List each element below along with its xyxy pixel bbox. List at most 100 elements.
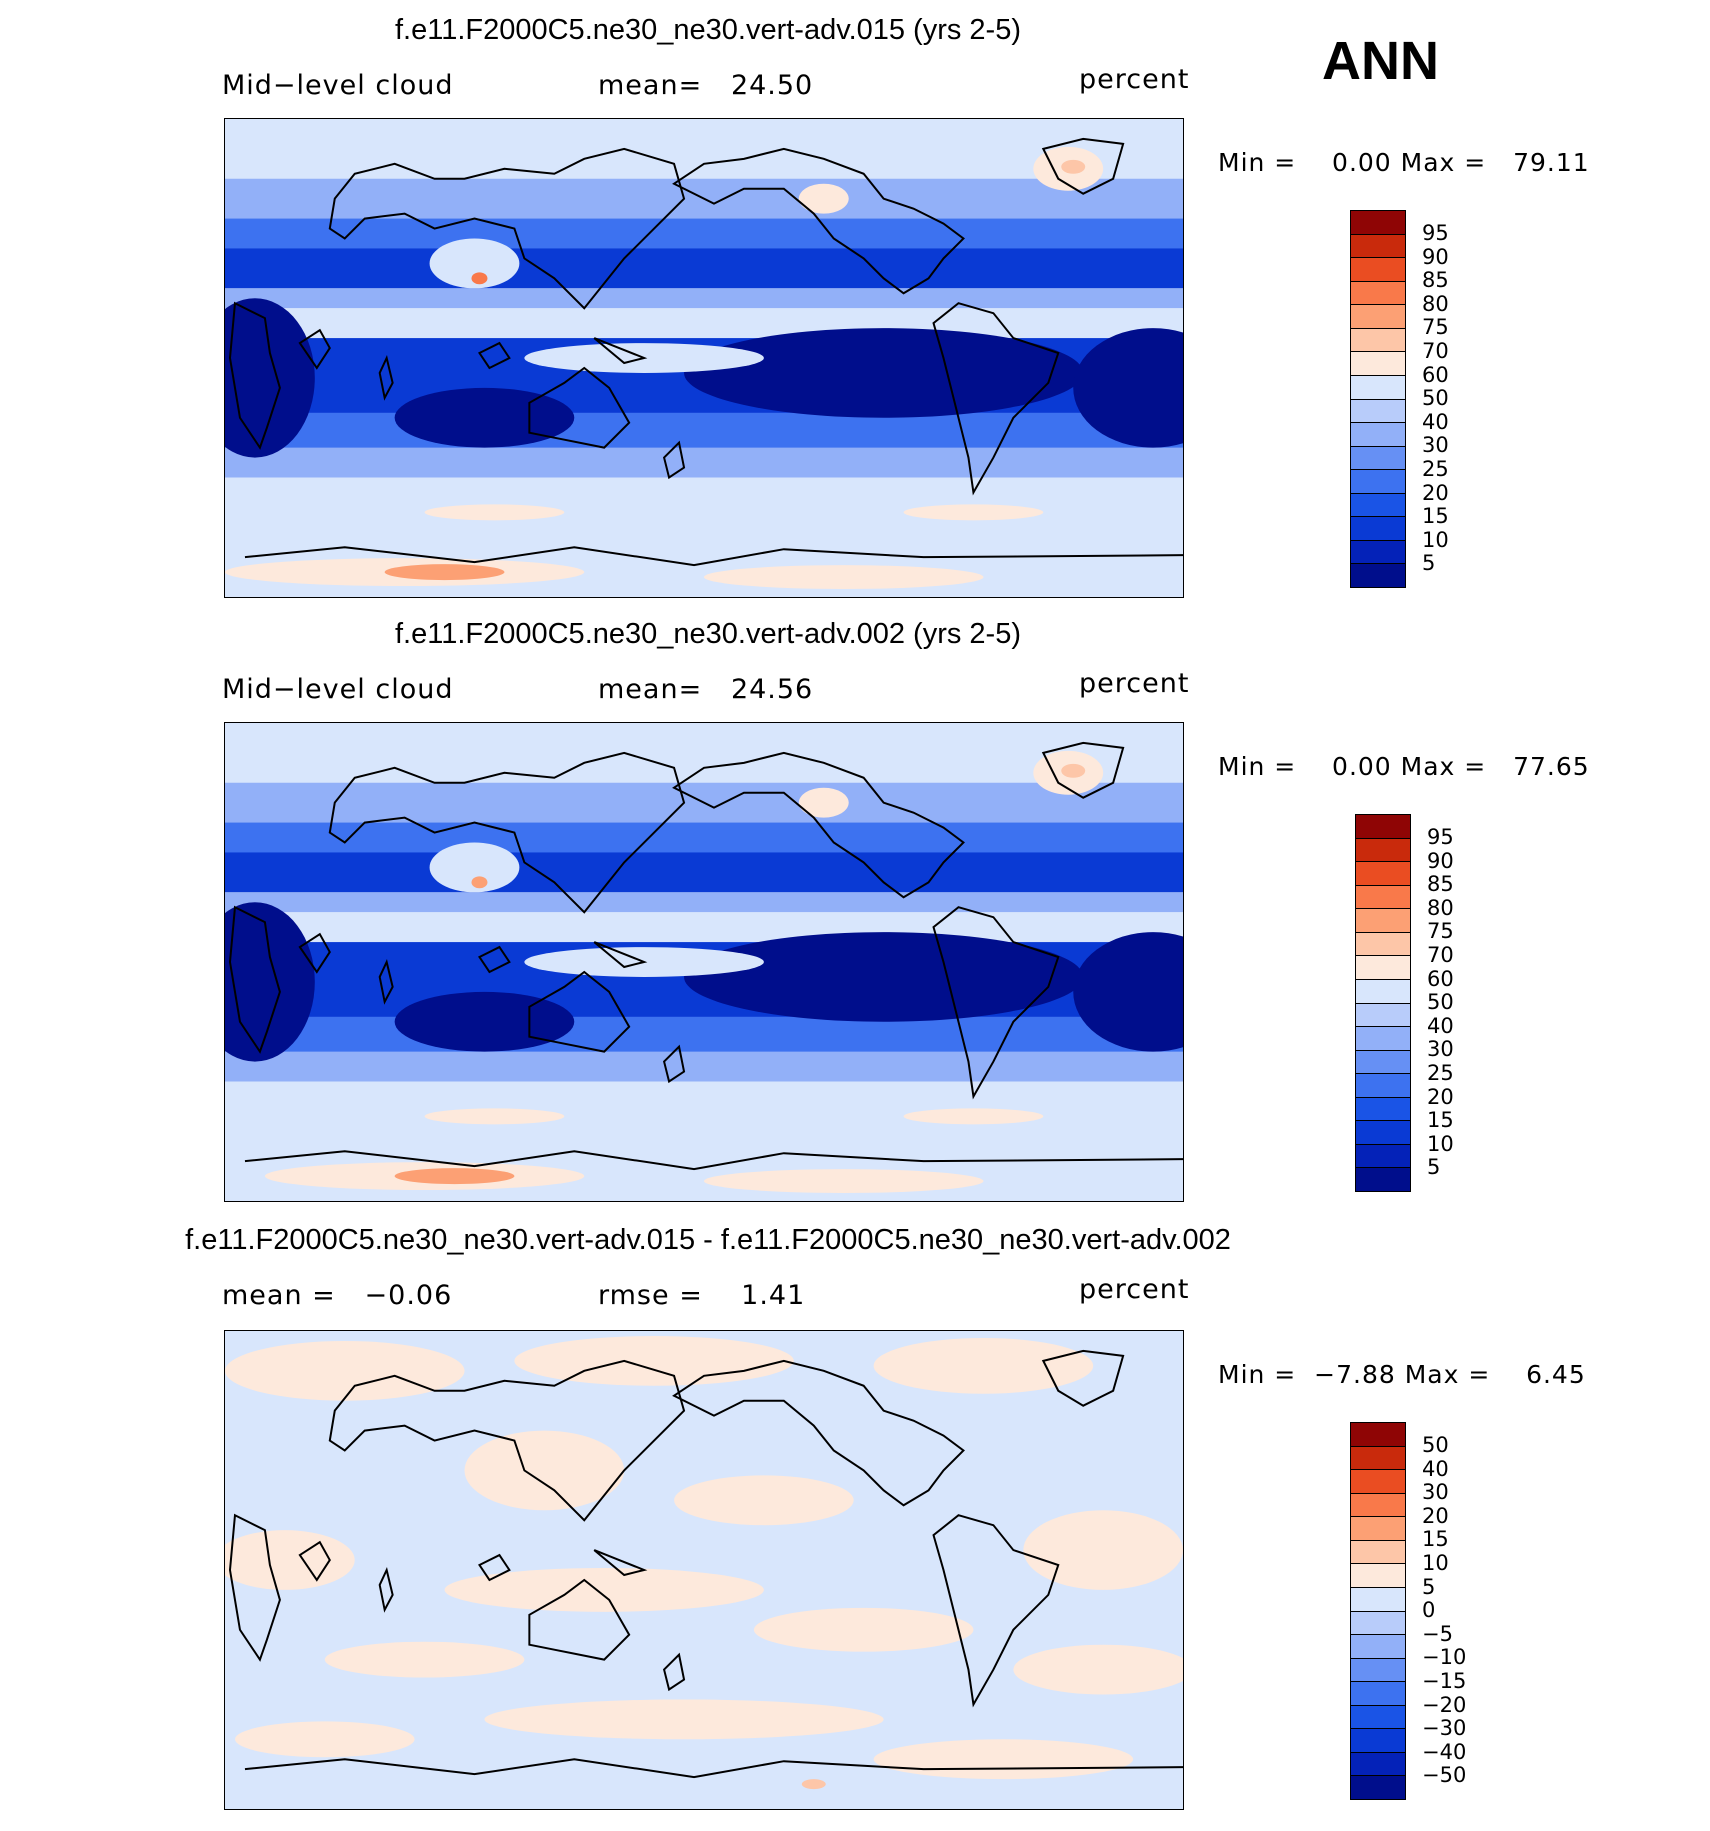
min-max-label: Min = 0.00 Max = 77.65 (1218, 752, 1590, 781)
colorbar-swatch (1351, 470, 1405, 494)
colorbar-tick-label: −40 (1422, 1739, 1467, 1764)
colorbar-swatch (1356, 956, 1410, 980)
colorbar-tick-label: −50 (1422, 1763, 1467, 1788)
colorbar-tick-label: 20 (1422, 480, 1449, 505)
units-label: percent (1079, 668, 1190, 699)
colorbar-tick-label: −15 (1422, 1669, 1467, 1693)
colorbar-swatch (1351, 423, 1405, 447)
panel-title: f.e11.F2000C5.ne30_ne30.vert-adv.015 (yr… (394, 14, 1022, 46)
colorbar-tick-label: 60 (1422, 362, 1449, 387)
panel-case-015: f.e11.F2000C5.ne30_ne30.vert-adv.015 (yr… (0, 0, 1710, 600)
difference-map (224, 1330, 1184, 1810)
colorbar-swatch (1351, 399, 1405, 424)
map-svg (225, 1331, 1183, 1809)
panel-title: f.e11.F2000C5.ne30_ne30.vert-adv.002 (yr… (394, 618, 1022, 650)
colorbar-tick-label: 85 (1427, 872, 1454, 897)
panel-case-002: f.e11.F2000C5.ne30_ne30.vert-adv.002 (yr… (0, 604, 1710, 1204)
colorbar-swatch (1351, 1564, 1405, 1588)
colorbar-swatch (1356, 838, 1410, 863)
colorbar-swatch (1351, 328, 1405, 353)
colorbar-swatch (1351, 258, 1405, 282)
colorbar-swatch (1351, 1729, 1405, 1753)
colorbar-swatch (1351, 446, 1405, 471)
cloud-map-015 (224, 118, 1184, 598)
colorbar-swatch (1351, 1540, 1405, 1565)
colorbar-swatch (1356, 862, 1410, 886)
colorbar-swatch (1356, 1168, 1410, 1191)
colorbar-swatch (1351, 281, 1405, 306)
colorbar-swatch (1351, 517, 1405, 541)
colorbar-swatch (1351, 1493, 1405, 1518)
colorbar-swatch (1351, 234, 1405, 259)
colorbar-swatch (1351, 1776, 1405, 1799)
colorbar-swatch (1351, 305, 1405, 329)
mean-label: mean = −0.06 (222, 1280, 453, 1311)
colorbar-swatch (1351, 1635, 1405, 1659)
colorbar-tick-label: 95 (1422, 221, 1449, 245)
colorbar-swatch (1356, 1050, 1410, 1075)
map-svg (225, 119, 1183, 597)
colorbar-swatch (1356, 1003, 1410, 1028)
colorbar-swatch (1351, 1423, 1405, 1447)
colorbar-tick-label: 20 (1422, 1503, 1449, 1528)
colorbar-tick-label: 50 (1422, 386, 1449, 411)
colorbar-tick-label: 10 (1422, 1551, 1449, 1575)
colorbar-tick-label: 40 (1422, 1456, 1449, 1481)
colorbar-swatch (1351, 1752, 1405, 1777)
colorbar-swatch (1351, 1682, 1405, 1706)
colorbar-swatch (1351, 1611, 1405, 1636)
panel-difference: f.e11.F2000C5.ne30_ne30.vert-adv.015 - f… (0, 1210, 1710, 1810)
units-label: percent (1079, 64, 1190, 95)
colorbar-swatch (1351, 1658, 1405, 1683)
colorbar-tick-label: 50 (1427, 990, 1454, 1015)
colorbar-tick-label: 15 (1427, 1108, 1454, 1133)
colorbar-tick-label: −5 (1422, 1621, 1453, 1646)
colorbar (1350, 210, 1406, 588)
colorbar-tick-label: 40 (1422, 409, 1449, 434)
colorbar (1355, 814, 1411, 1192)
colorbar-tick-label: 60 (1427, 966, 1454, 991)
mean-label: mean= 24.56 (598, 674, 814, 705)
colorbar-swatch (1356, 1097, 1410, 1122)
colorbar-tick-label: 70 (1427, 943, 1454, 967)
colorbar-swatch (1356, 1144, 1410, 1169)
units-label: percent (1079, 1274, 1190, 1305)
colorbar-swatch (1351, 211, 1405, 235)
colorbar-swatch (1351, 375, 1405, 400)
colorbar-tick-label: 20 (1427, 1084, 1454, 1109)
mean-label: mean= 24.50 (598, 70, 814, 101)
colorbar-swatch (1356, 979, 1410, 1004)
colorbar-tick-label: −10 (1422, 1645, 1467, 1670)
min-max-label: Min = −7.88 Max = 6.45 (1218, 1360, 1586, 1389)
colorbar-tick-label: 30 (1422, 1480, 1449, 1505)
colorbar-swatch (1356, 1121, 1410, 1145)
colorbar-tick-label: 75 (1427, 919, 1454, 944)
colorbar-tick-label: 25 (1422, 457, 1449, 481)
colorbar-tick-label: 30 (1422, 433, 1449, 458)
colorbar-tick-label: 90 (1427, 848, 1454, 873)
colorbar-swatch (1356, 1027, 1410, 1051)
colorbar-tick-label: 40 (1427, 1013, 1454, 1038)
min-max-label: Min = 0.00 Max = 79.11 (1218, 148, 1590, 177)
colorbar-swatch (1356, 1074, 1410, 1098)
colorbar-swatch (1351, 1446, 1405, 1471)
colorbar-tick-label: 5 (1427, 1155, 1441, 1180)
season-label: ANN (1322, 31, 1439, 91)
colorbar-tick-label: 75 (1422, 315, 1449, 340)
colorbar-tick-label: 25 (1427, 1061, 1454, 1085)
colorbar-tick-label: 10 (1427, 1131, 1454, 1156)
colorbar-tick-label: 0 (1422, 1598, 1436, 1623)
colorbar-tick-label: −20 (1422, 1692, 1467, 1717)
colorbar-tick-label: 90 (1422, 244, 1449, 269)
colorbar-swatch (1351, 1470, 1405, 1494)
colorbar-swatch (1351, 352, 1405, 376)
colorbar-swatch (1351, 540, 1405, 565)
colorbar-tick-label: 85 (1422, 268, 1449, 293)
colorbar-swatch (1356, 885, 1410, 910)
colorbar-swatch (1356, 815, 1410, 839)
colorbar-swatch (1351, 1705, 1405, 1730)
colorbar-tick-label: 50 (1422, 1433, 1449, 1457)
colorbar-swatch (1351, 493, 1405, 518)
colorbar-tick-label: 70 (1422, 339, 1449, 363)
colorbar-swatch (1356, 932, 1410, 957)
